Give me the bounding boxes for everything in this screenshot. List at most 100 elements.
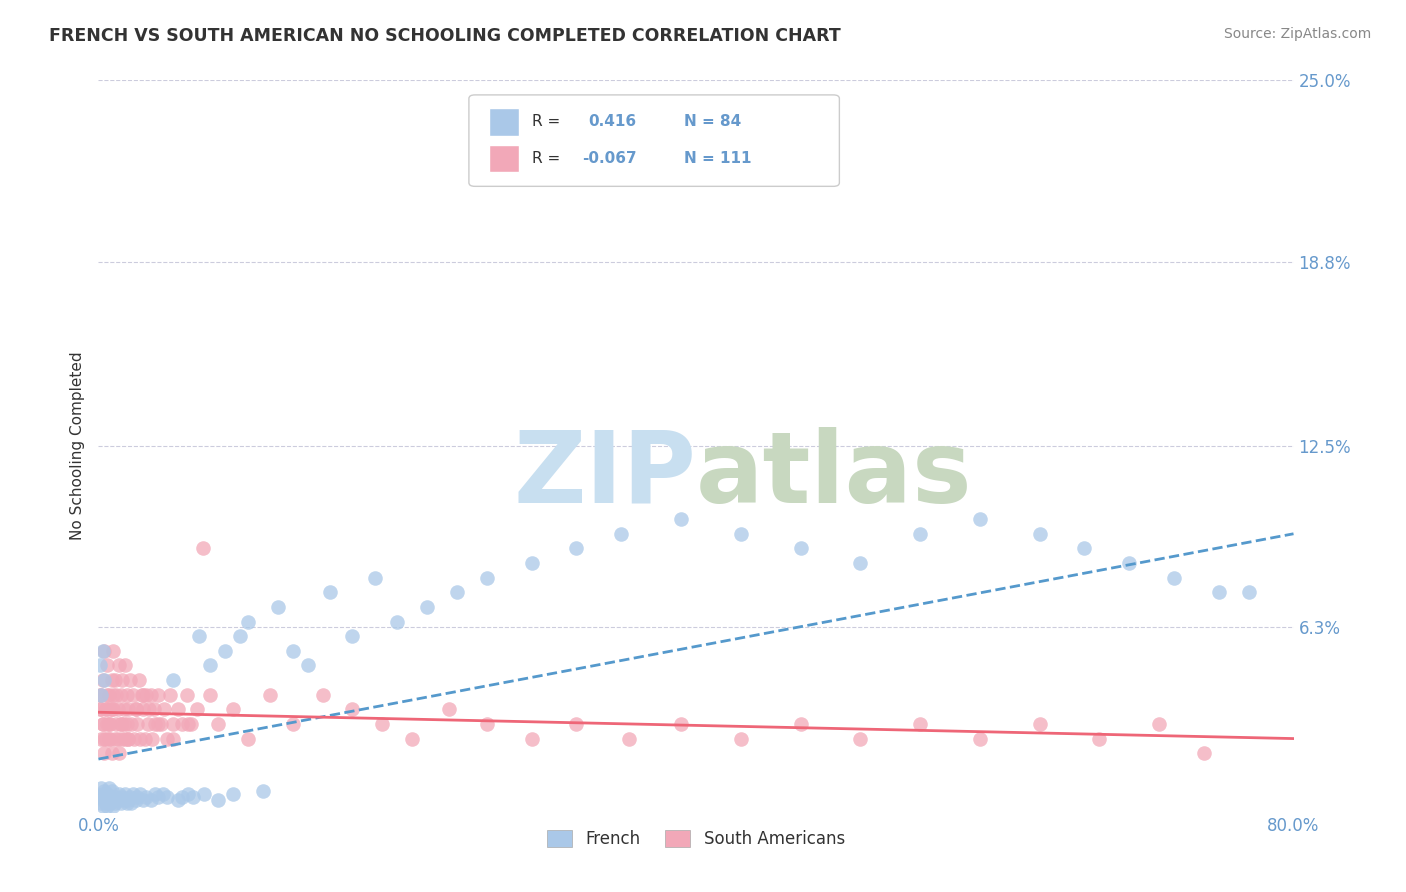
Point	[98, 731, 122, 746]
Point	[90, 702, 112, 716]
Point	[416, 599, 439, 614]
Point	[128, 673, 150, 687]
Point	[1028, 717, 1050, 731]
Point	[97, 688, 120, 702]
Point	[342, 629, 364, 643]
Point	[101, 702, 124, 716]
Point	[105, 790, 128, 805]
Point	[849, 731, 872, 746]
Point	[669, 717, 692, 731]
Point	[97, 731, 120, 746]
Point	[111, 790, 134, 805]
Point	[259, 688, 281, 702]
Point	[1028, 526, 1050, 541]
Point	[121, 787, 143, 801]
Point	[94, 796, 117, 810]
Point	[110, 796, 132, 810]
Point	[120, 717, 142, 731]
Point	[181, 790, 204, 805]
Point	[162, 717, 184, 731]
Point	[229, 629, 252, 643]
Point	[115, 688, 138, 702]
Point	[207, 717, 229, 731]
Point	[177, 787, 200, 801]
Point	[148, 688, 170, 702]
Point	[94, 790, 117, 805]
Point	[93, 793, 115, 807]
Point	[98, 702, 122, 716]
Point	[172, 717, 194, 731]
Point	[114, 787, 136, 801]
Point	[475, 717, 498, 731]
Point	[139, 688, 162, 702]
Point	[669, 512, 692, 526]
Point	[89, 688, 111, 702]
Point	[101, 673, 124, 687]
Point	[98, 717, 122, 731]
Point	[1192, 746, 1215, 760]
Point	[111, 673, 134, 687]
Text: FRENCH VS SOUTH AMERICAN NO SCHOOLING COMPLETED CORRELATION CHART: FRENCH VS SOUTH AMERICAN NO SCHOOLING CO…	[49, 27, 841, 45]
Point	[91, 787, 114, 801]
Point	[789, 717, 811, 731]
Point	[89, 702, 111, 716]
Point	[90, 688, 112, 702]
Point	[91, 717, 114, 731]
Point	[104, 673, 127, 687]
Point	[138, 702, 160, 716]
Point	[139, 793, 162, 807]
Point	[132, 702, 155, 716]
Bar	[489, 145, 519, 172]
Point	[96, 658, 118, 673]
Text: atlas: atlas	[696, 426, 973, 524]
Point	[565, 717, 588, 731]
Point	[908, 526, 931, 541]
Point	[1163, 571, 1185, 585]
Point	[342, 702, 364, 716]
Point	[108, 787, 131, 801]
Text: Source: ZipAtlas.com: Source: ZipAtlas.com	[1223, 27, 1371, 41]
Point	[89, 790, 111, 805]
Point	[110, 688, 132, 702]
Point	[124, 731, 146, 746]
Point	[148, 717, 170, 731]
Point	[96, 717, 118, 731]
Point	[153, 702, 176, 716]
Point	[125, 702, 148, 716]
Point	[104, 796, 127, 810]
Point	[281, 717, 304, 731]
Point	[969, 512, 991, 526]
Point	[93, 644, 115, 658]
Point	[117, 793, 139, 807]
Point	[186, 702, 208, 716]
Point	[565, 541, 588, 556]
Text: R =: R =	[533, 151, 565, 166]
Point	[207, 793, 229, 807]
Point	[610, 526, 633, 541]
Point	[91, 717, 114, 731]
Point	[91, 644, 114, 658]
Point	[152, 787, 174, 801]
Point	[103, 798, 125, 813]
Text: 0.416: 0.416	[589, 114, 637, 129]
Point	[117, 702, 139, 716]
Point	[108, 746, 131, 760]
Point	[107, 702, 129, 716]
Point	[101, 746, 124, 760]
Point	[91, 798, 114, 813]
Point	[94, 702, 117, 716]
Point	[127, 790, 149, 805]
Point	[1088, 731, 1111, 746]
Point	[172, 790, 194, 805]
Point	[214, 644, 236, 658]
Point	[97, 717, 120, 731]
Point	[319, 585, 342, 599]
Point	[385, 615, 409, 629]
Point	[142, 702, 165, 716]
Point	[134, 731, 156, 746]
Point	[89, 658, 111, 673]
Point	[103, 793, 125, 807]
Point	[162, 731, 184, 746]
Point	[730, 526, 752, 541]
Point	[969, 731, 991, 746]
